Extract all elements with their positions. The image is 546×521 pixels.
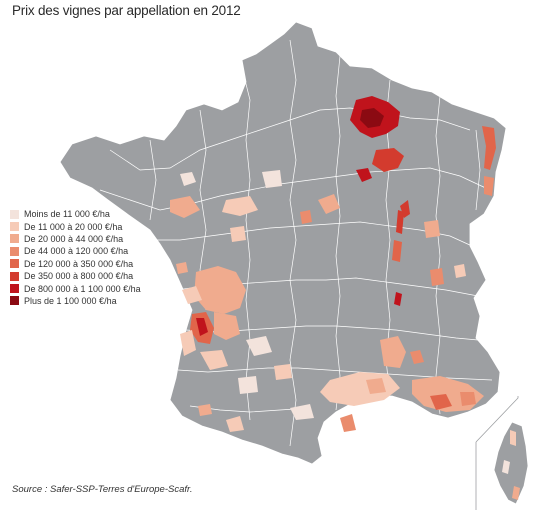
rhone-region — [380, 336, 406, 368]
legend-item: De 120 000 à 350 000 €/ha — [10, 258, 141, 270]
alsace-region — [482, 126, 496, 170]
legend-swatch — [10, 284, 19, 294]
legend-item: Plus de 1 100 000 €/ha — [10, 295, 141, 307]
source-note: Source : Safer-SSP-Terres d'Europe-Scafr… — [12, 484, 193, 495]
legend-item: De 44 000 à 120 000 €/ha — [10, 245, 141, 257]
legend-swatch — [10, 222, 19, 232]
legend-label: Moins de 11 000 €/ha — [24, 209, 110, 220]
legend-label: De 350 000 à 800 000 €/ha — [24, 271, 134, 282]
vineyard-patches — [170, 96, 520, 500]
legend-item: De 11 000 à 20 000 €/ha — [10, 220, 141, 232]
legend-swatch — [10, 259, 19, 269]
legend-label: De 20 000 à 44 000 €/ha — [24, 233, 124, 244]
legend: Moins de 11 000 €/ha De 11 000 à 20 000 … — [10, 208, 141, 307]
corsica-inset-frame — [475, 396, 519, 510]
legend-swatch — [10, 246, 19, 256]
legend-label: Plus de 1 100 000 €/ha — [24, 295, 117, 306]
map-title: Prix des vignes par appellation en 2012 — [12, 3, 241, 18]
legend-item: De 350 000 à 800 000 €/ha — [10, 270, 141, 282]
legend-swatch — [10, 296, 19, 306]
cognac-region — [194, 266, 246, 314]
legend-label: De 800 000 à 1 100 000 €/ha — [24, 283, 141, 294]
legend-swatch — [10, 209, 19, 219]
legend-item: De 20 000 à 44 000 €/ha — [10, 233, 141, 245]
legend-item: Moins de 11 000 €/ha — [10, 208, 141, 220]
legend-item: De 800 000 à 1 100 000 €/ha — [10, 282, 141, 294]
corsica-vineyards — [510, 430, 516, 446]
burgundy-region — [396, 210, 404, 234]
legend-swatch — [10, 271, 19, 281]
legend-swatch — [10, 234, 19, 244]
legend-label: De 44 000 à 120 000 €/ha — [24, 246, 129, 257]
legend-label: De 120 000 à 350 000 €/ha — [24, 258, 134, 269]
corsica — [493, 421, 529, 505]
legend-label: De 11 000 à 20 000 €/ha — [24, 221, 123, 232]
